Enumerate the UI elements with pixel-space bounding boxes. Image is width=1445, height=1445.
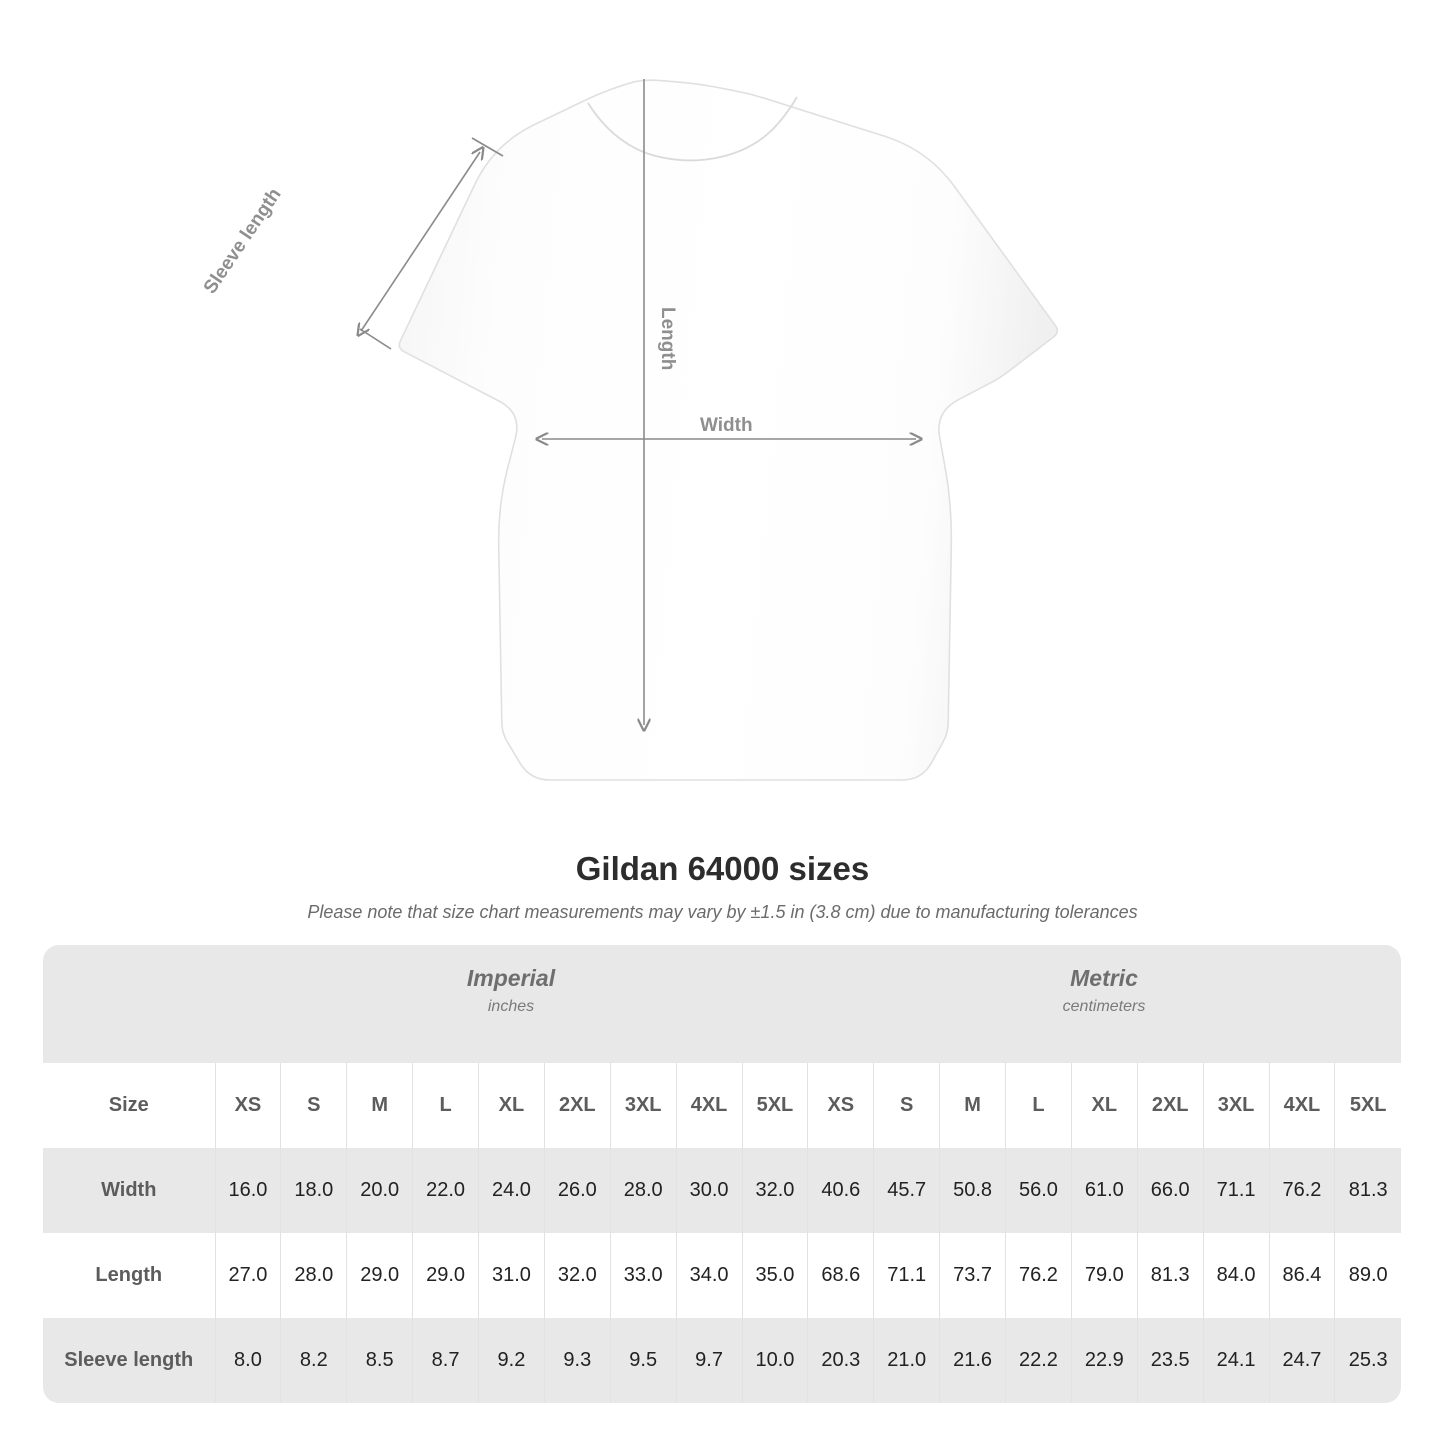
svg-text:Width: Width <box>700 415 753 436</box>
svg-text:Length: Length <box>657 307 678 370</box>
svg-text:Sleeve length: Sleeve length <box>200 184 286 297</box>
